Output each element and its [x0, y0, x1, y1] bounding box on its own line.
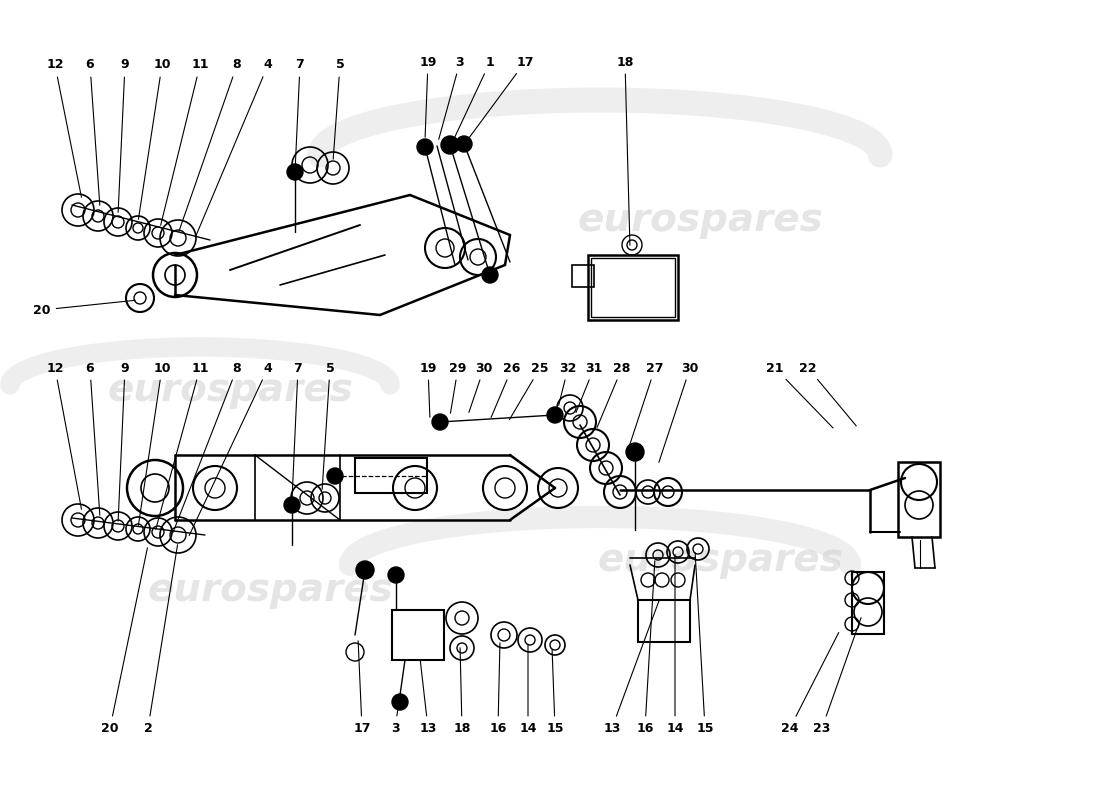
- Text: 5: 5: [333, 58, 344, 159]
- Text: 18: 18: [453, 648, 471, 734]
- Text: 28: 28: [597, 362, 630, 427]
- Circle shape: [432, 414, 448, 430]
- Text: 25: 25: [509, 362, 549, 420]
- Text: 26: 26: [491, 362, 520, 418]
- Text: 13: 13: [419, 661, 437, 734]
- Text: 11: 11: [156, 362, 209, 530]
- Bar: [638, 600, 690, 642]
- Text: 30: 30: [469, 362, 493, 412]
- Text: 22: 22: [800, 362, 856, 426]
- Text: 27: 27: [629, 362, 663, 447]
- Text: 20: 20: [33, 300, 135, 317]
- Circle shape: [284, 497, 300, 513]
- Text: eurospares: eurospares: [147, 571, 393, 609]
- Text: 3: 3: [390, 698, 399, 734]
- Text: 4: 4: [196, 58, 273, 235]
- Circle shape: [456, 136, 472, 152]
- Text: 32: 32: [559, 362, 576, 406]
- Text: 5: 5: [322, 362, 334, 490]
- Circle shape: [388, 567, 404, 583]
- Text: eurospares: eurospares: [597, 541, 843, 579]
- Text: 2: 2: [144, 545, 177, 734]
- Text: 17: 17: [468, 55, 534, 140]
- Text: 6: 6: [86, 362, 100, 515]
- Text: 17: 17: [353, 641, 371, 734]
- Text: 7: 7: [295, 58, 305, 170]
- Text: 12: 12: [46, 362, 81, 510]
- Bar: [572, 265, 594, 287]
- Text: 1: 1: [453, 55, 494, 141]
- Text: 6: 6: [86, 58, 100, 206]
- Text: eurospares: eurospares: [107, 371, 353, 409]
- Text: 9: 9: [118, 58, 130, 212]
- Text: 13: 13: [603, 601, 659, 734]
- Circle shape: [547, 407, 563, 423]
- Circle shape: [356, 561, 374, 579]
- Circle shape: [626, 443, 644, 461]
- Bar: [898, 462, 940, 537]
- Circle shape: [392, 694, 408, 710]
- Bar: [591, 258, 675, 317]
- Text: 19: 19: [419, 55, 437, 138]
- Text: 3: 3: [439, 55, 464, 139]
- Text: 14: 14: [667, 554, 684, 734]
- Text: 8: 8: [179, 58, 241, 231]
- Text: eurospares: eurospares: [578, 201, 823, 239]
- Circle shape: [327, 468, 343, 484]
- Text: 16: 16: [490, 642, 507, 734]
- Text: 14: 14: [519, 645, 537, 734]
- Text: 24: 24: [781, 633, 838, 734]
- Bar: [355, 458, 427, 493]
- Text: 31: 31: [576, 362, 603, 413]
- Text: 19: 19: [419, 362, 437, 418]
- Text: 29: 29: [449, 362, 466, 414]
- Bar: [392, 610, 444, 660]
- Text: 7: 7: [293, 362, 303, 498]
- Text: 10: 10: [139, 58, 170, 219]
- Text: 20: 20: [101, 548, 147, 734]
- Circle shape: [441, 136, 459, 154]
- Text: 4: 4: [189, 362, 273, 535]
- Text: 30: 30: [659, 362, 698, 462]
- Text: 15: 15: [547, 650, 563, 734]
- Bar: [852, 572, 884, 634]
- Bar: [588, 255, 678, 320]
- Text: 18: 18: [616, 55, 634, 246]
- Text: 11: 11: [161, 58, 209, 226]
- Text: 9: 9: [118, 362, 130, 522]
- Circle shape: [417, 139, 433, 155]
- Text: 10: 10: [139, 362, 170, 526]
- Text: 21: 21: [767, 362, 833, 428]
- Text: 15: 15: [695, 553, 714, 734]
- Circle shape: [287, 164, 303, 180]
- Circle shape: [482, 267, 498, 283]
- Text: 23: 23: [813, 618, 861, 734]
- Text: 12: 12: [46, 58, 81, 198]
- Text: 16: 16: [636, 561, 654, 734]
- Text: 8: 8: [173, 362, 241, 533]
